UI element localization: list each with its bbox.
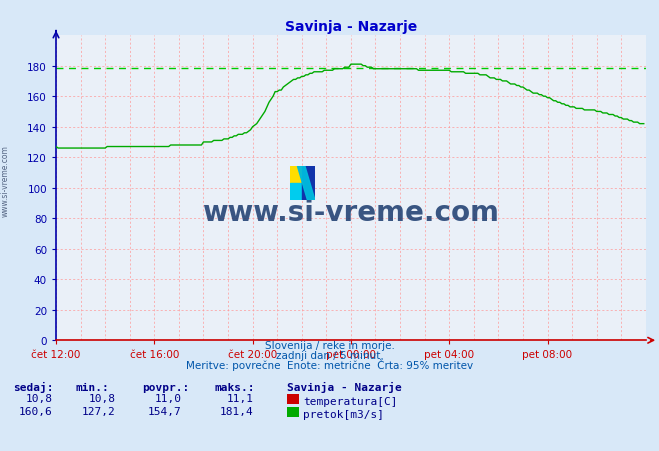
Text: temperatura[C]: temperatura[C] bbox=[303, 396, 397, 406]
Bar bbox=[290, 167, 302, 184]
Bar bbox=[290, 184, 302, 201]
Text: 10,8: 10,8 bbox=[26, 393, 53, 403]
Text: Slovenija / reke in morje.: Slovenija / reke in morje. bbox=[264, 340, 395, 350]
Text: 181,4: 181,4 bbox=[220, 406, 254, 416]
Text: www.si-vreme.com: www.si-vreme.com bbox=[202, 199, 500, 226]
Text: min.:: min.: bbox=[76, 382, 109, 392]
Text: www.si-vreme.com: www.si-vreme.com bbox=[1, 144, 10, 216]
Text: pretok[m3/s]: pretok[m3/s] bbox=[303, 409, 384, 419]
Text: zadnji dan / 5 minut.: zadnji dan / 5 minut. bbox=[275, 350, 384, 360]
Bar bbox=[302, 167, 315, 201]
Text: 127,2: 127,2 bbox=[82, 406, 115, 416]
Title: Savinja - Nazarje: Savinja - Nazarje bbox=[285, 19, 417, 33]
Text: 11,1: 11,1 bbox=[227, 393, 254, 403]
Text: 160,6: 160,6 bbox=[19, 406, 53, 416]
Polygon shape bbox=[297, 167, 315, 201]
Text: Meritve: povrečne  Enote: metrične  Črta: 95% meritev: Meritve: povrečne Enote: metrične Črta: … bbox=[186, 359, 473, 370]
Text: povpr.:: povpr.: bbox=[142, 382, 189, 392]
Text: 154,7: 154,7 bbox=[148, 406, 181, 416]
Text: Savinja - Nazarje: Savinja - Nazarje bbox=[287, 381, 401, 392]
Text: 10,8: 10,8 bbox=[88, 393, 115, 403]
Text: 11,0: 11,0 bbox=[154, 393, 181, 403]
Text: maks.:: maks.: bbox=[214, 382, 254, 392]
Text: sedaj:: sedaj: bbox=[13, 381, 53, 392]
